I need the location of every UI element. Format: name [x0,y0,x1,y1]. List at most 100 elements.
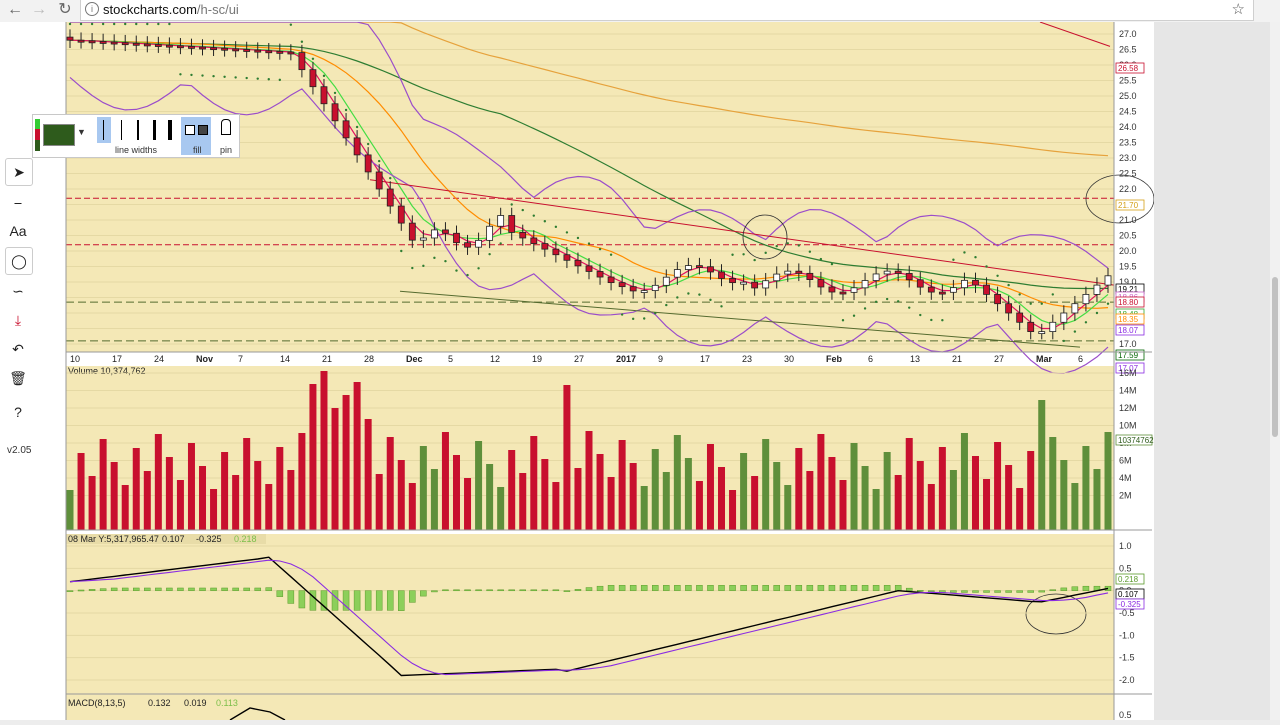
chart-svg[interactable]: 27.026.526.025.525.024.524.023.523.022.5… [0,21,1155,721]
sar-dot [433,256,436,260]
fill-toggle[interactable] [181,117,211,155]
ppo-histogram-bar [287,590,295,604]
forward-icon[interactable]: → [31,1,47,18]
candle-down [927,286,935,293]
volume-bar-down [596,454,604,530]
sar-dot [676,296,679,299]
chart-area[interactable]: 27.026.526.025.525.024.524.023.523.022.5… [0,21,1155,725]
ellipse-tool-icon[interactable]: ◯ [5,247,33,275]
line-tool-icon[interactable]: ⎯ [14,194,22,210]
sar-dot [477,267,480,270]
undo-icon[interactable]: ↶ [12,341,24,357]
ppo-histogram-bar [585,587,593,591]
candle-up [784,270,792,275]
sar-dot [841,319,845,322]
macd-line [229,707,286,721]
price-axis-tick-label: 23.0 [1119,153,1137,163]
volume-bar-down [983,479,991,530]
volume-bar-down [1005,465,1013,530]
sar-dot [963,251,966,254]
candle-down [353,137,361,156]
sar-dot [466,273,469,277]
ppo-histogram-bar [707,585,714,591]
reload-icon[interactable]: ↻ [58,1,72,18]
price-tag-label: 17.07 [1118,364,1139,373]
ppo-histogram-bar [563,590,571,592]
volume-bar-up [1071,483,1079,530]
ppo-histogram-bar [1027,590,1034,593]
volume-bar-down [331,408,339,530]
color-swatch[interactable] [43,124,75,146]
save-download-icon[interactable]: ⤓ [14,312,22,328]
candle-up [497,215,505,227]
sar-dot [698,293,701,296]
candle-down [88,40,96,44]
date-axis-label: 6 [1078,354,1083,364]
sar-dot [366,142,370,146]
candle-down [1016,312,1024,323]
ppo-histogram-bar [961,590,968,593]
candle-up [1049,321,1057,332]
sar-dot [355,125,359,129]
volume-bar-down [452,455,460,530]
ppo-histogram-bar [464,589,471,592]
candle-down [1027,321,1035,332]
ppo-panel-bg [66,534,1114,694]
ppo-axis-tick-label: 1.0 [1119,541,1132,551]
ppo-histogram-bar [331,590,339,611]
fibonacci-arc-tool-icon[interactable]: ∽ [12,283,24,299]
candle-down [342,120,350,139]
scrollbar-thumb[interactable] [1272,277,1278,437]
volume-bar-up [1049,437,1057,530]
volume-bar-down [254,461,262,530]
price-tag-label: 18.35 [1118,315,1139,324]
ppo-histogram-bar [375,590,383,611]
volume-bar-down [210,489,218,530]
ppo-histogram-bar [177,587,184,591]
sar-dot [146,22,149,26]
candle-down [287,51,295,55]
back-icon[interactable]: ← [7,1,23,18]
price-axis-tick-label: 24.0 [1119,122,1137,132]
ppo-histogram-bar [386,590,394,611]
volume-bar-down [695,481,703,530]
pin-icon[interactable] [221,119,231,135]
ppo-histogram-bar [66,590,74,592]
sar-dot [631,317,635,321]
volume-bar-down [232,475,240,530]
line-width-options[interactable] [93,117,177,143]
date-axis-label: Nov [196,354,213,364]
trash-icon[interactable]: 🗑 [9,370,27,386]
text-tool-icon[interactable]: Aa [9,223,27,239]
help-icon[interactable]: ? [14,404,22,420]
sar-dot [587,242,591,245]
ppo-axis-tick-label: -2.0 [1119,675,1135,685]
candle-down [375,171,383,190]
sar-dot [344,108,348,112]
volume-bar-down [320,371,328,530]
candle-down [408,222,416,241]
scrollbar[interactable] [1270,22,1280,720]
candle-up [651,284,659,291]
ppo-histogram-bar [850,585,858,591]
ppo-histogram-bar [574,589,582,591]
volume-axis-tick-label: 14M [1119,386,1137,396]
sar-dot [885,297,889,301]
sar-dot [79,22,83,26]
date-axis-label: 12 [490,354,500,364]
sar-dot [455,269,458,272]
volume-axis-tick-label: 12M [1119,403,1137,413]
macd-axis-tick-label: 0.5 [1119,710,1132,720]
ppo-histogram-bar [795,585,803,591]
bookmark-star-icon[interactable]: ☆ [1231,1,1245,18]
candle-down [894,270,902,274]
volume-bar-down [729,490,737,530]
info-icon[interactable]: i [85,2,99,16]
pointer-tool-icon[interactable]: ➤ [5,158,33,186]
dropdown-arrow-icon[interactable]: ▼ [77,127,86,137]
candle-down [618,282,626,288]
candle-up [850,287,858,293]
ppo-histogram-bar [110,587,118,591]
address-bar[interactable]: i stockcharts.com/h-sc/ui ☆ [80,0,1254,21]
sar-dot [952,258,955,261]
